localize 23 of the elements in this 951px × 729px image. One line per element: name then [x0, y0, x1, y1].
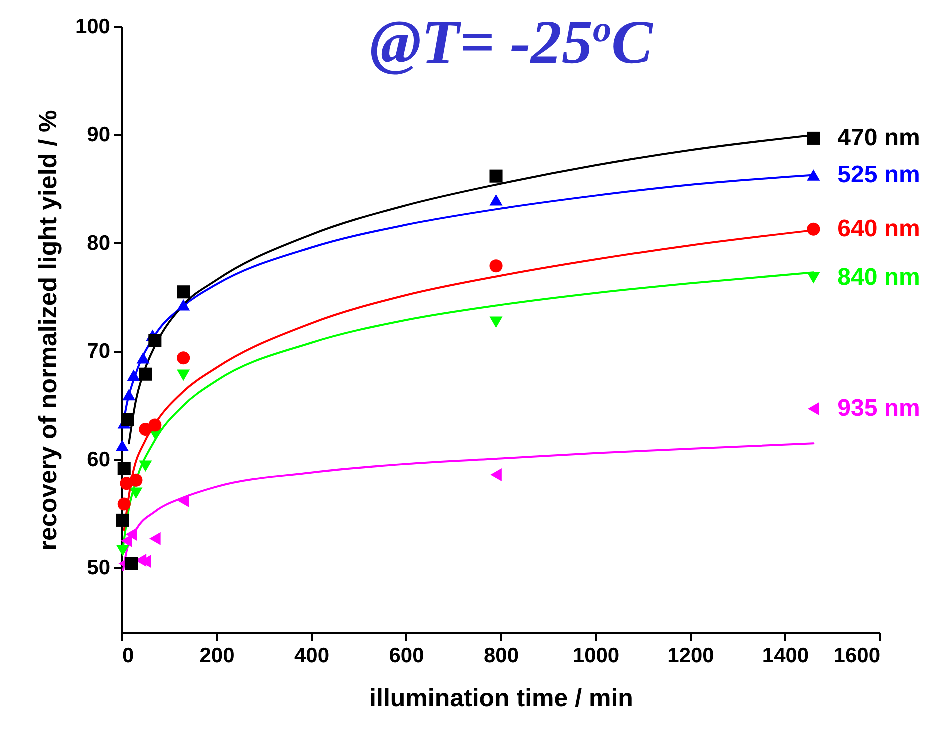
x-tick-label: 600	[389, 644, 424, 668]
y-tick-label: 60	[87, 448, 110, 472]
x-tick-label: 400	[294, 644, 330, 668]
chart-title: @T= -25$^{o}$C	[370, 8, 653, 79]
y-tick-label: 50	[87, 556, 110, 580]
x-tick-label: 1200	[668, 644, 714, 668]
series-label: 470 nm	[838, 124, 920, 152]
series-label: 525 nm	[838, 161, 920, 188]
series-label: 935 nm	[838, 394, 920, 422]
x-tick-label: 1000	[572, 644, 620, 668]
y-tick-label: 90	[87, 124, 110, 147]
y-tick-label: 80	[87, 232, 110, 255]
y-tick-label: 100	[75, 16, 110, 38]
x-tick-label: 800	[484, 644, 520, 668]
series-label: 840 nm	[838, 264, 920, 292]
y-axis-title: recovery of normalized light yield / %	[34, 110, 62, 551]
x-tick-label: 1600	[834, 644, 880, 668]
x-axis-title: illumination time / min	[370, 684, 634, 712]
x-tick-label: 1400	[762, 644, 810, 668]
y-tick-label: 70	[87, 340, 110, 364]
series-label: 640 nm	[838, 215, 920, 242]
x-tick-label: 0	[122, 644, 134, 668]
x-tick-label: 200	[200, 644, 235, 668]
